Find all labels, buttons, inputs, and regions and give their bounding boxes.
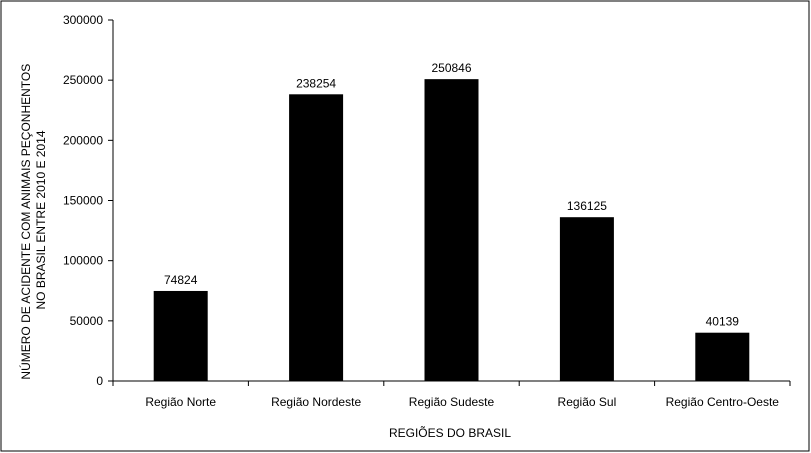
x-axis-title: REGIÕES DO BRASIL	[389, 425, 511, 440]
data-label: 250846	[431, 61, 471, 75]
y-tick-label: 0	[96, 374, 103, 388]
bars	[153, 79, 750, 381]
data-label: 238254	[296, 76, 336, 90]
y-axis-title-line-1: NÚMERO DE ACIDENTE COM ANIMAIS PEÇONHENT…	[18, 64, 33, 380]
y-tick-label: 50000	[70, 314, 104, 328]
bar	[289, 94, 344, 381]
bar	[424, 79, 479, 381]
x-tick-label: Região Centro-Oeste	[666, 395, 780, 409]
y-tick-label: 200000	[63, 133, 103, 147]
data-label: 136125	[567, 199, 607, 213]
x-tick-label: Região Norte	[145, 395, 216, 409]
y-tick-label: 250000	[63, 73, 103, 87]
y-tick-label: 300000	[63, 13, 103, 27]
y-tick-label: 150000	[63, 194, 103, 208]
bar	[695, 332, 750, 381]
axes: 0 50000 100000 150000 200000 250000 300000	[63, 13, 791, 388]
x-tick-label: Região Nordeste	[271, 395, 361, 409]
bar	[559, 217, 614, 381]
bar	[153, 290, 208, 381]
y-axis-title: NÚMERO DE ACIDENTE COM ANIMAIS PEÇONHENT…	[18, 60, 48, 379]
x-tick-label: Região Sudeste	[409, 395, 495, 409]
labels: 74824 Região Norte 238254 Região Nordeste 25…	[145, 61, 779, 409]
data-label: 74824	[164, 273, 198, 287]
y-axis-title-line-2: NO BRASIL ENTRE 2010 E 2014	[34, 130, 48, 309]
y-tick-label: 100000	[63, 254, 103, 268]
data-label: 40139	[706, 315, 740, 329]
x-tick-label: Região Sul	[558, 395, 617, 409]
